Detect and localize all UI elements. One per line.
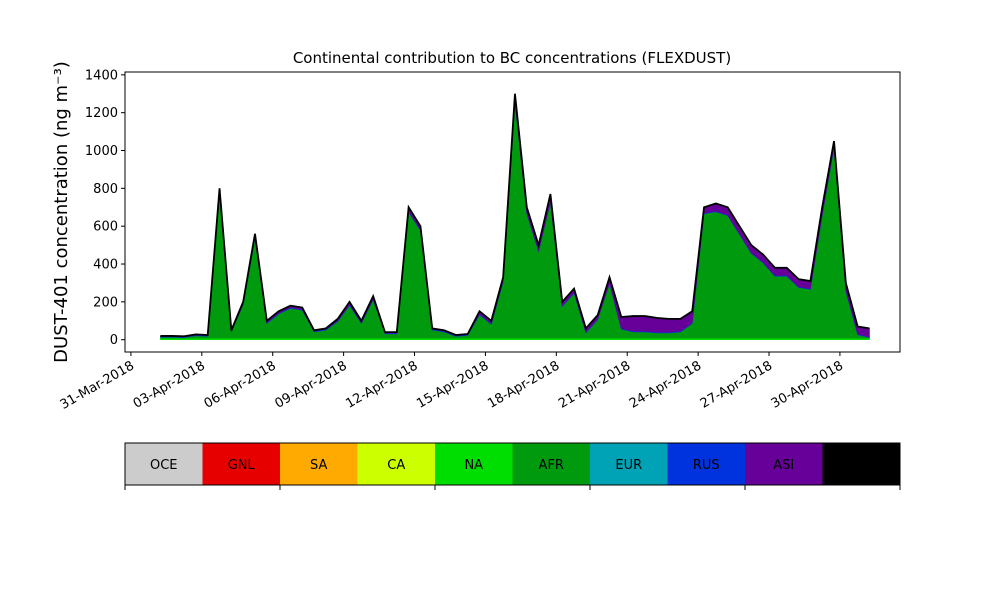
colorbar-label: AUS	[848, 458, 875, 473]
y-tick-label: 1200	[85, 106, 118, 121]
y-tick-label: 400	[93, 258, 118, 273]
y-axis-label: DUST-401 concentration (ng m⁻³)	[51, 61, 72, 363]
colorbar-swatch	[280, 443, 358, 485]
colorbar-label: CA	[387, 458, 405, 473]
colorbar-label: RUS	[693, 458, 720, 473]
colorbar-label: AFR	[539, 458, 564, 473]
total-outline	[160, 93, 870, 338]
y-tick-label: 0	[110, 333, 118, 348]
plot-frame	[124, 71, 901, 353]
x-tick-label: 12-Apr-2018	[343, 358, 420, 411]
colorbar-swatch	[667, 443, 746, 485]
colorbar-label: GNL	[228, 458, 256, 473]
colorbar-frame	[124, 442, 901, 486]
colorbar-swatch	[745, 443, 823, 485]
x-tick-label: 06-Apr-2018	[202, 358, 279, 411]
colorbar-swatch	[125, 443, 203, 485]
x-tick-label: 09-Apr-2018	[272, 358, 349, 411]
x-tick-label: 21-Apr-2018	[556, 358, 633, 411]
x-tick-label: 30-Apr-2018	[769, 358, 846, 411]
x-tick-label: 03-Apr-2018	[131, 358, 208, 411]
y-tick-label: 1400	[85, 68, 118, 83]
colorbar-label: OCE	[150, 458, 178, 473]
colorbar-swatch	[202, 443, 281, 485]
chart-title: Continental contribution to BC concentra…	[293, 49, 731, 67]
y-tick-label: 800	[93, 182, 118, 197]
y-tick-label: 1000	[85, 144, 118, 159]
x-tick-label: 31-Mar-2018	[58, 358, 137, 412]
colorbar-label: NA	[464, 458, 483, 473]
colorbar-label: SA	[310, 458, 327, 473]
colorbar-label: ASI	[773, 458, 794, 473]
y-tick-label: 200	[93, 295, 118, 310]
colorbar-swatch	[512, 443, 591, 485]
area	[160, 102, 870, 339]
x-tick-label: 27-Apr-2018	[698, 358, 775, 411]
x-tick-label: 24-Apr-2018	[627, 358, 704, 411]
colorbar-swatch	[435, 443, 513, 485]
x-tick-label: 15-Apr-2018	[414, 358, 491, 411]
colorbar-swatch	[357, 443, 436, 485]
colorbar-swatch	[590, 443, 668, 485]
y-tick-label: 600	[93, 220, 118, 235]
x-tick-label: 18-Apr-2018	[485, 358, 562, 411]
colorbar-swatch	[822, 443, 901, 485]
colorbar-label: EUR	[615, 458, 642, 473]
